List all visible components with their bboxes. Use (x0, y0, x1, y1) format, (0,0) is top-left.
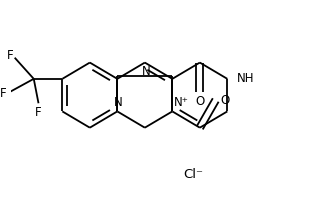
Text: O: O (221, 93, 230, 107)
Text: N: N (114, 96, 123, 110)
Text: N⁺: N⁺ (174, 96, 189, 110)
Text: O: O (195, 95, 204, 108)
Text: F: F (0, 87, 7, 100)
Text: F: F (7, 49, 13, 62)
Text: N: N (141, 65, 150, 78)
Text: Cl⁻: Cl⁻ (184, 168, 204, 181)
Text: NH: NH (237, 72, 255, 85)
Text: F: F (35, 106, 42, 119)
